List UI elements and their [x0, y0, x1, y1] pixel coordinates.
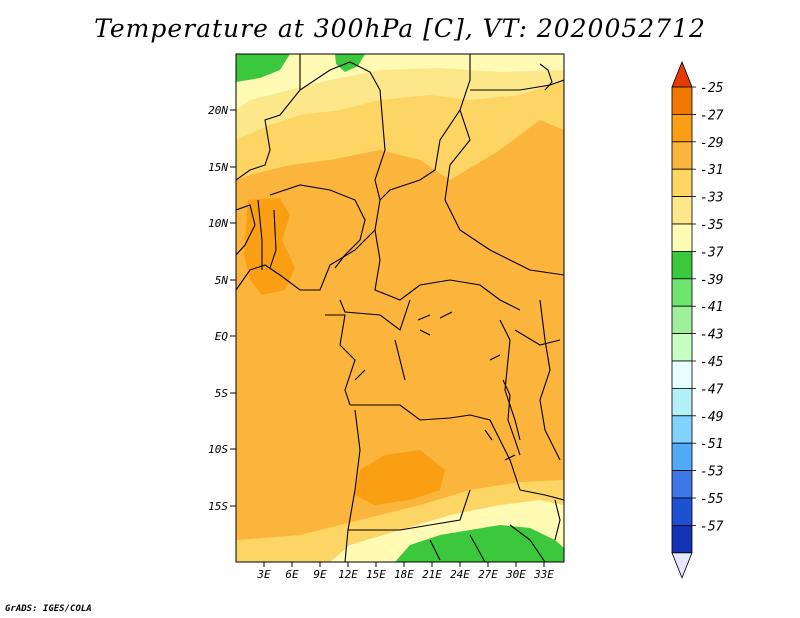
temperature-fill: [236, 54, 564, 562]
lon-tick-label: 15E: [366, 568, 386, 581]
green-nw-patch: [236, 54, 290, 82]
lon-tick-label: 27E: [478, 568, 498, 581]
lon-tick-label: 24E: [450, 568, 470, 581]
warm-west-africa: [244, 198, 295, 295]
lat-tick-label: 15S: [208, 500, 228, 513]
colorbar-label: -55: [700, 492, 724, 507]
colorbar-min-arrow: [671, 552, 693, 579]
colorbar-label: -47: [700, 382, 724, 397]
colorbar-label: -29: [700, 136, 723, 151]
colorbar-label: -57: [700, 519, 724, 534]
lon-tick-label: 33E: [533, 568, 554, 581]
colorbar: -25 -27 -29 -31 -33 -35 -37 -39 -41 -43 -45 -47 -49 -…: [671, 60, 724, 579]
colorbar-swatch: [671, 525, 693, 554]
colorbar-label: -27: [700, 108, 724, 123]
colorbar-swatch: [671, 497, 693, 526]
colorbar-swatch: [671, 168, 693, 197]
lon-tick-label: 9E: [313, 568, 327, 581]
colorbar-swatch: [671, 305, 693, 335]
colorbar-label: -43: [700, 328, 723, 343]
country-boundaries: [236, 54, 564, 562]
lat-tick-label: 5N: [215, 274, 229, 287]
colorbar-label: -45: [700, 355, 724, 370]
lat-axis: 20N 15N 10N 5N EQ 5S 10S 15S: [208, 104, 236, 513]
colorbar-swatch: [671, 387, 693, 417]
colorbar-label: -31: [700, 163, 723, 178]
lat-tick-label: EQ: [215, 330, 229, 343]
colorbar-label: -25: [700, 81, 724, 96]
chart-title: Temperature at 300hPa [C], VT: 202005271…: [94, 14, 706, 43]
colorbar-label: -41: [700, 300, 723, 315]
green-n-patch: [335, 54, 365, 72]
colorbar-label: -39: [700, 273, 723, 288]
colorbar-label: -37: [700, 245, 724, 260]
colorbar-swatch: [671, 196, 693, 225]
colorbar-swatch: [671, 360, 693, 389]
lat-tick-label: 15N: [208, 161, 228, 174]
colorbar-swatch: [671, 114, 693, 143]
colorbar-label: -49: [700, 410, 723, 425]
lat-tick-label: 5S: [215, 387, 229, 400]
colorbar-swatch: [671, 333, 693, 362]
colorbar-swatch: [671, 470, 693, 499]
grads-credit: GrADS: IGES/COLA: [5, 604, 92, 614]
colorbar-swatch: [671, 415, 693, 444]
colorbar-label: -35: [700, 218, 724, 233]
colorbar-swatch: [671, 141, 693, 170]
lat-tick-label: 10S: [208, 443, 228, 456]
lat-tick-label: 20N: [208, 104, 228, 117]
colorbar-label: -53: [700, 465, 723, 480]
colorbar-max-arrow: [671, 60, 693, 88]
colorbar-label: -51: [700, 437, 723, 452]
colorbar-swatch: [671, 86, 693, 115]
lon-tick-label: 6E: [285, 568, 299, 581]
lon-tick-label: 21E: [422, 568, 442, 581]
map-frame: [235, 53, 565, 563]
lon-tick-label: 12E: [338, 568, 358, 581]
lon-tick-label: 18E: [394, 568, 414, 581]
colorbar-swatch: [671, 223, 693, 252]
colorbar-swatch: [671, 442, 693, 472]
lon-axis: 3E 6E 9E 12E 15E 18E 21E 24E 27E 30E 33E: [256, 562, 554, 581]
pale-north-strip: [236, 54, 564, 110]
lon-tick-label: 30E: [505, 568, 526, 581]
colorbar-swatch: [671, 278, 693, 307]
lon-tick-label: 3E: [256, 568, 271, 581]
warm-angola: [355, 450, 445, 505]
lat-tick-label: 10N: [208, 217, 228, 230]
colorbar-swatch: [671, 250, 693, 280]
colorbar-label: -33: [700, 191, 723, 206]
